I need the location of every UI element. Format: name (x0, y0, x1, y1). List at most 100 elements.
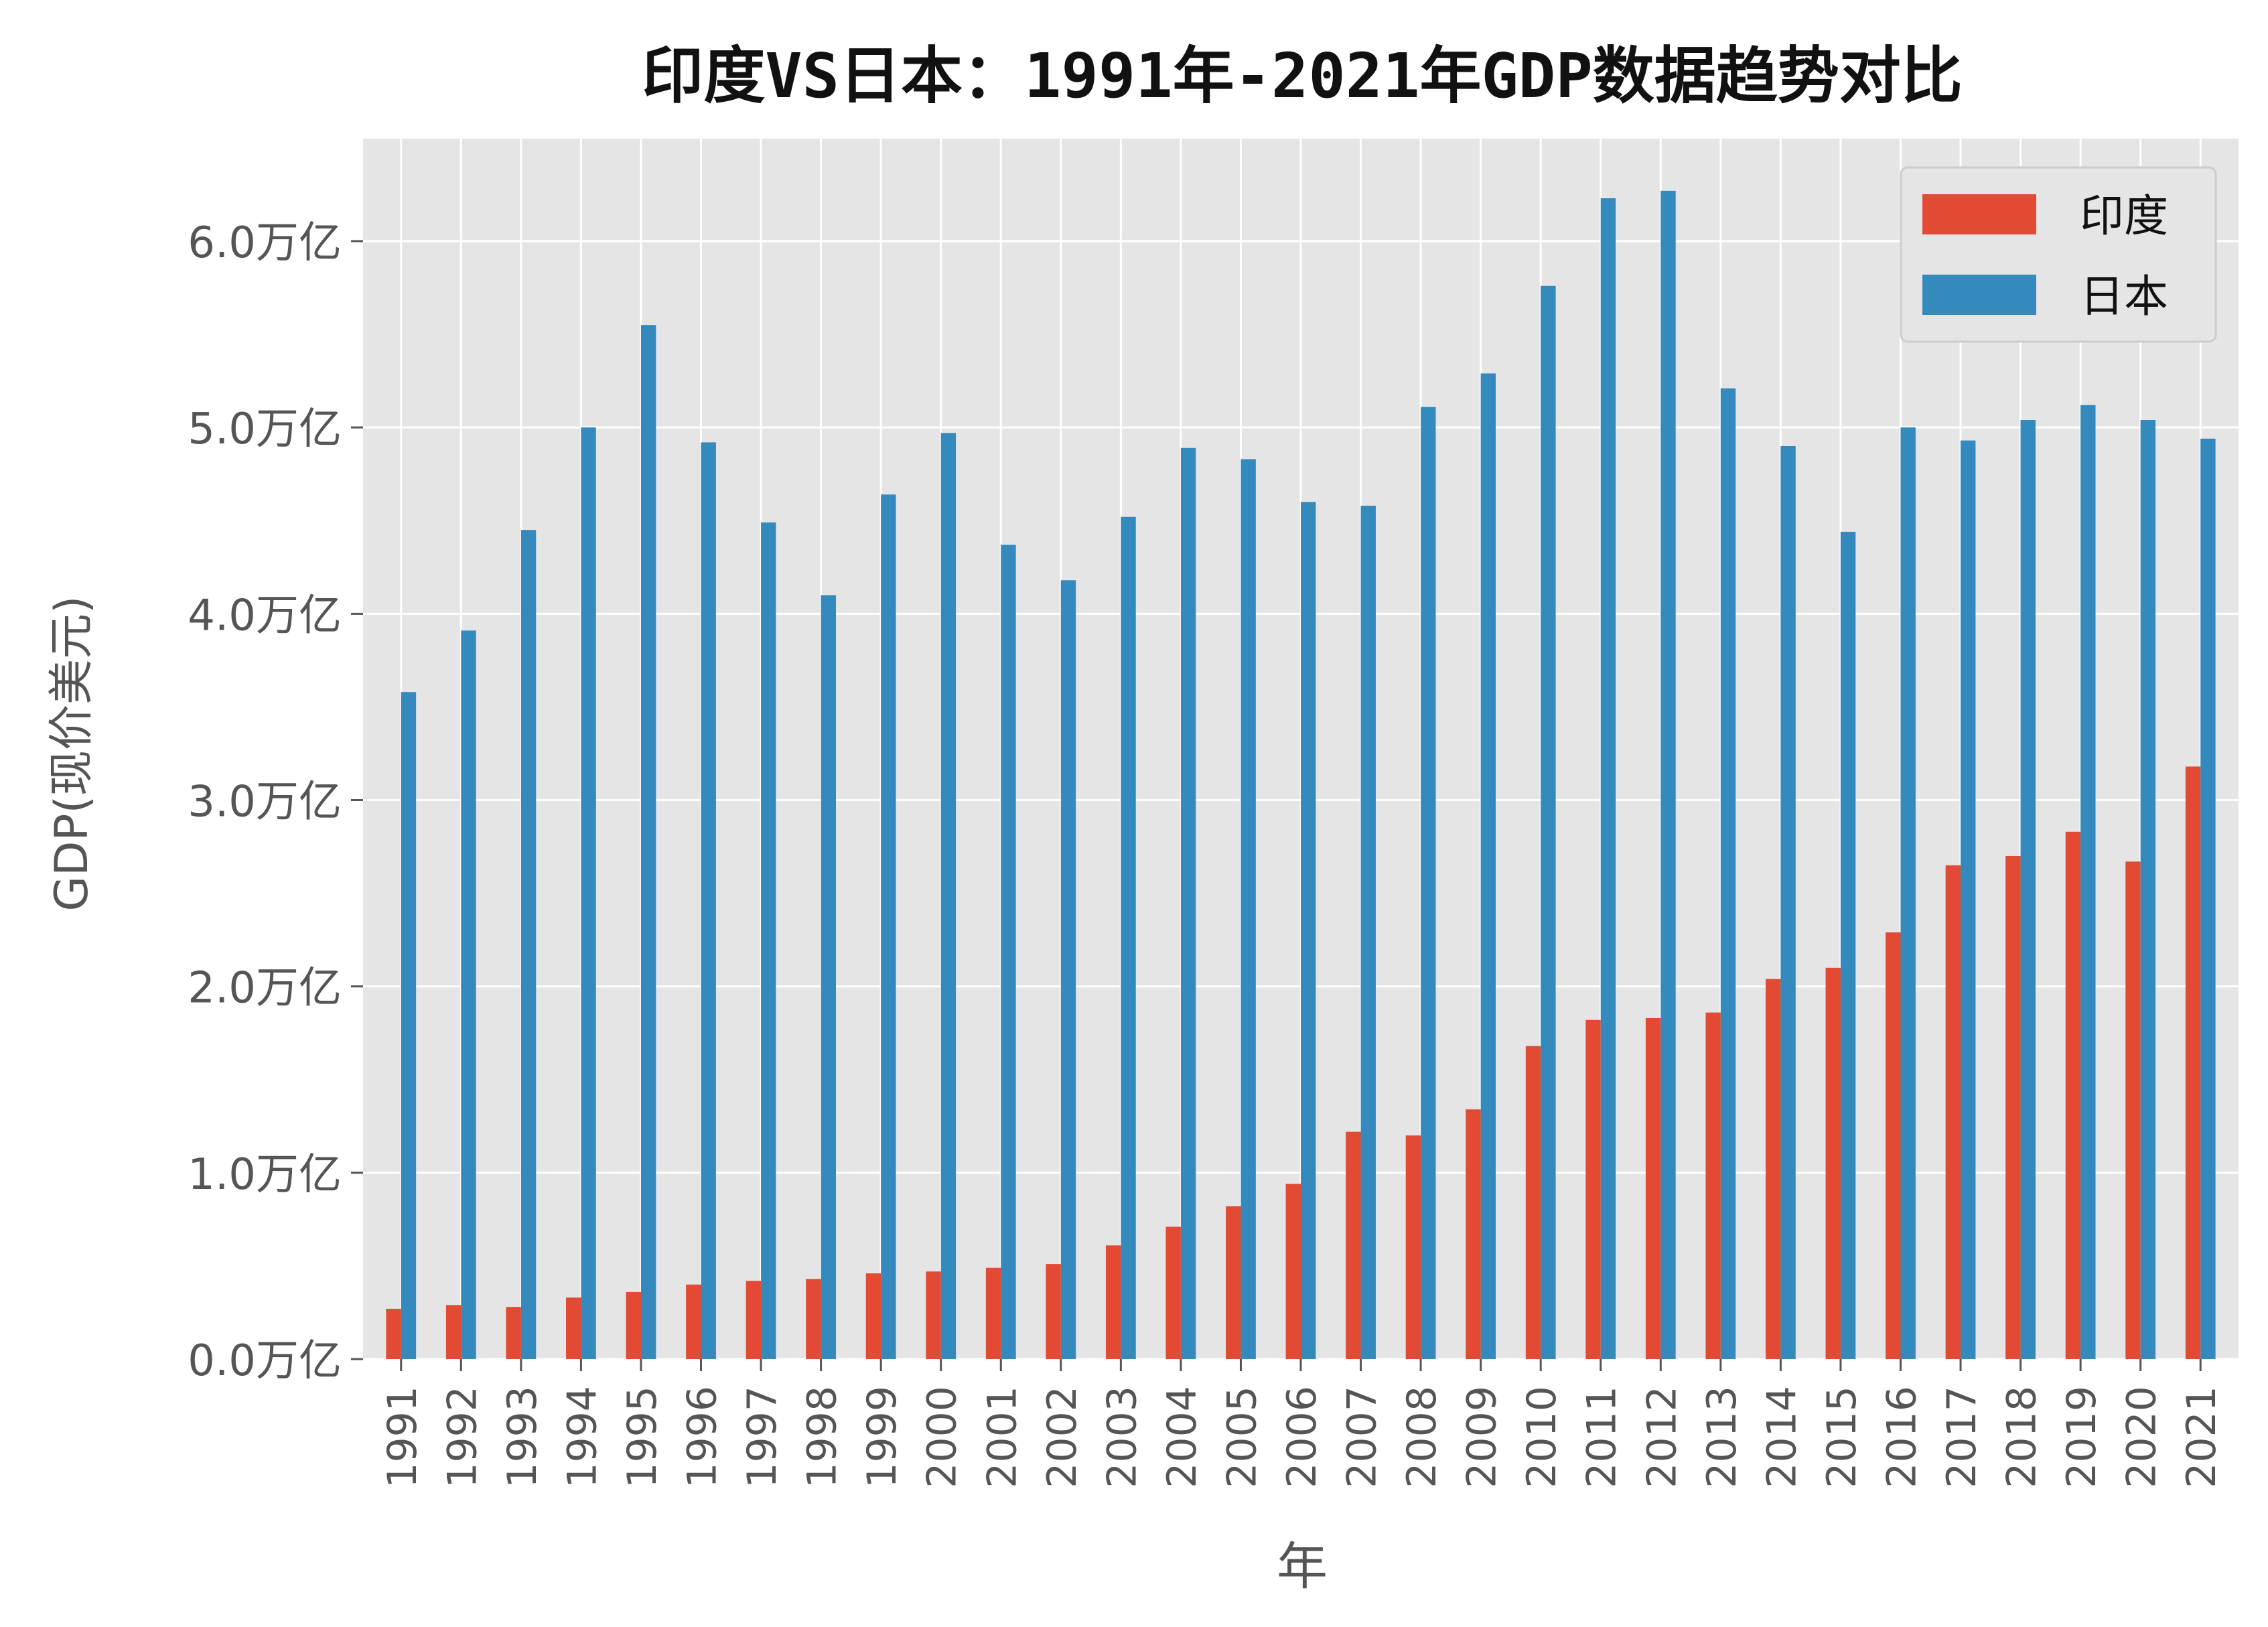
bar-japan-2007 (1360, 505, 1376, 1359)
x-tick-label-1997: 1997 (739, 1386, 786, 1488)
y-axis-label: GDP(现价美元) (46, 595, 98, 911)
bar-japan-2008 (1421, 407, 1436, 1360)
x-tick-label-1998: 1998 (799, 1386, 846, 1488)
bar-india-2012 (1645, 1017, 1661, 1359)
x-tick-label-2006: 2006 (1279, 1386, 1326, 1488)
bar-india-1996 (686, 1284, 701, 1359)
bar-india-1998 (806, 1279, 821, 1359)
bar-japan-2016 (1900, 427, 1916, 1359)
bar-japan-1992 (461, 630, 476, 1360)
bar-japan-2014 (1780, 445, 1796, 1360)
legend-swatch-japan (1922, 275, 2036, 315)
bar-india-2005 (1226, 1206, 1241, 1359)
bar-india-2021 (2185, 766, 2201, 1359)
x-axis-label: 年 (1277, 1537, 1328, 1596)
bar-japan-2005 (1241, 459, 1256, 1359)
x-tick-label-2005: 2005 (1218, 1386, 1265, 1488)
y-tick-label-5: 5.0万亿 (188, 405, 342, 454)
bar-india-2000 (926, 1271, 941, 1359)
x-tick-label-2010: 2010 (1518, 1386, 1565, 1488)
x-tick-label-2018: 2018 (1999, 1386, 2046, 1488)
bar-japan-2001 (1001, 545, 1016, 1359)
bar-india-2011 (1585, 1019, 1601, 1359)
bar-india-2008 (1405, 1135, 1421, 1359)
bar-japan-2009 (1480, 373, 1496, 1359)
x-tick-label-2017: 2017 (1938, 1386, 1985, 1488)
bar-japan-2006 (1301, 502, 1316, 1359)
bar-india-1995 (626, 1291, 641, 1359)
bars (386, 190, 2216, 1360)
x-tick-label-2002: 2002 (1039, 1386, 1086, 1488)
bar-japan-1995 (640, 325, 656, 1359)
bar-japan-2018 (2020, 420, 2036, 1359)
bar-japan-2004 (1180, 447, 1196, 1359)
bar-india-1993 (506, 1307, 521, 1359)
bar-japan-2000 (940, 433, 956, 1359)
bar-japan-2013 (1720, 388, 1736, 1359)
bar-japan-1993 (520, 530, 537, 1360)
bar-india-1999 (865, 1273, 881, 1359)
bar-india-2007 (1346, 1131, 1361, 1359)
x-tick-label-2007: 2007 (1339, 1386, 1386, 1488)
x-tick-label-2012: 2012 (1638, 1386, 1685, 1488)
bar-japan-2015 (1840, 531, 1856, 1359)
legend-frame (1900, 166, 2217, 343)
bar-japan-2021 (2200, 438, 2216, 1360)
x-tick-label-2021: 2021 (2178, 1386, 2225, 1488)
bar-india-1991 (386, 1308, 401, 1359)
y-tick-label-6: 6.0万亿 (188, 218, 342, 268)
x-tick-label-2004: 2004 (1159, 1386, 1206, 1488)
bar-india-2001 (985, 1267, 1001, 1359)
bar-japan-1999 (881, 494, 896, 1359)
y-tick-label-2: 2.0万亿 (188, 964, 342, 1013)
bar-japan-2017 (1961, 440, 1976, 1359)
legend-swatch-india (1922, 194, 2036, 234)
x-tick-label-1995: 1995 (619, 1386, 666, 1488)
bar-india-2003 (1105, 1245, 1121, 1359)
chart-title: 印度VS日本：1991年-2021年GDP数据趋势对比 (642, 40, 1962, 112)
bar-india-2019 (2065, 831, 2081, 1359)
x-tick-label-2000: 2000 (919, 1386, 966, 1488)
bar-india-2016 (1886, 932, 1901, 1359)
x-tick-label-2011: 2011 (1579, 1386, 1626, 1488)
x-tick-label-2020: 2020 (2119, 1386, 2166, 1488)
bar-japan-1996 (701, 442, 716, 1359)
x-tick-label-2009: 2009 (1459, 1386, 1506, 1488)
bar-japan-1991 (401, 692, 417, 1359)
bar-japan-2003 (1121, 516, 1136, 1359)
x-tick-label-2016: 2016 (1878, 1386, 1925, 1488)
x-tick-label-1991: 1991 (379, 1386, 426, 1488)
y-tick-label-4: 4.0万亿 (188, 591, 342, 640)
bar-japan-2011 (1600, 198, 1616, 1360)
bar-india-2017 (1945, 865, 1961, 1359)
bar-japan-2002 (1060, 580, 1076, 1359)
x-tick-label-2013: 2013 (1699, 1386, 1746, 1488)
y-tick-label-3: 3.0万亿 (188, 777, 342, 827)
x-tick-label-2008: 2008 (1399, 1386, 1445, 1488)
x-tick-label-2003: 2003 (1098, 1386, 1145, 1488)
x-tick-label-2015: 2015 (1819, 1386, 1865, 1488)
bar-india-1994 (566, 1297, 581, 1359)
x-tick-label-2014: 2014 (1758, 1386, 1805, 1488)
legend-label-japan: 日本 (2080, 271, 2168, 322)
bar-india-2015 (1825, 967, 1841, 1359)
y-axis-ticks: 0.0万亿 1.0万亿 2.0万亿 3.0万亿 4.0万亿 5.0万亿 6.0万亿 (188, 218, 363, 1386)
bar-japan-1997 (761, 522, 776, 1360)
bar-japan-2010 (1541, 285, 1556, 1359)
bar-japan-2019 (2080, 405, 2096, 1359)
bar-india-2010 (1525, 1046, 1541, 1359)
legend: 印度 日本 (1900, 166, 2217, 343)
bar-india-2013 (1705, 1012, 1721, 1359)
bar-india-2009 (1466, 1109, 1481, 1359)
x-tick-label-1993: 1993 (499, 1386, 546, 1488)
bar-india-2018 (2005, 855, 2021, 1359)
bar-japan-2020 (2140, 420, 2156, 1359)
x-axis-ticks: 1991 1992 1993 1994 1995 1996 1997 1998 1999 2000… (379, 1359, 2225, 1488)
x-tick-label-2019: 2019 (2058, 1386, 2105, 1488)
bar-india-2002 (1046, 1264, 1061, 1359)
bar-india-1992 (445, 1305, 462, 1359)
bar-japan-1994 (581, 427, 596, 1359)
x-tick-label-2001: 2001 (979, 1386, 1025, 1488)
y-tick-label-1: 1.0万亿 (188, 1150, 342, 1200)
